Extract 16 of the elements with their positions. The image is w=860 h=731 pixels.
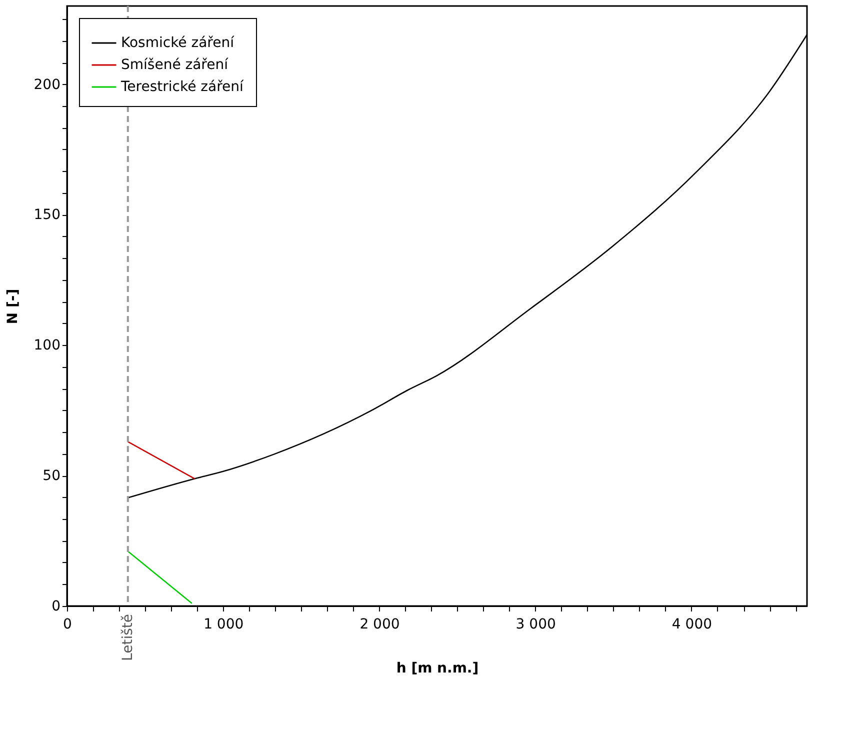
y-tick-label: 0 xyxy=(52,598,60,614)
x-tick-label: 2 000 xyxy=(360,616,400,632)
x-tick-label: 1 000 xyxy=(204,616,244,632)
x-tick-label: 0 xyxy=(63,616,72,632)
x-tick-label: 3 000 xyxy=(516,616,556,632)
legend-label: Smíšené záření xyxy=(121,57,230,73)
legend-label: Terestrické záření xyxy=(120,79,245,95)
y-tick-label: 150 xyxy=(34,207,60,224)
x-tick-label: 4 000 xyxy=(672,616,712,632)
ref-line-label: Letiště xyxy=(120,614,136,661)
y-tick-label: 50 xyxy=(42,468,60,484)
x-axis-title: h [m n.m.] xyxy=(396,660,479,676)
legend-label: Kosmické záření xyxy=(121,35,236,51)
y-tick-label: 100 xyxy=(34,338,60,354)
y-tick-label: 200 xyxy=(34,76,60,93)
y-axis-title: N [-] xyxy=(4,288,21,324)
